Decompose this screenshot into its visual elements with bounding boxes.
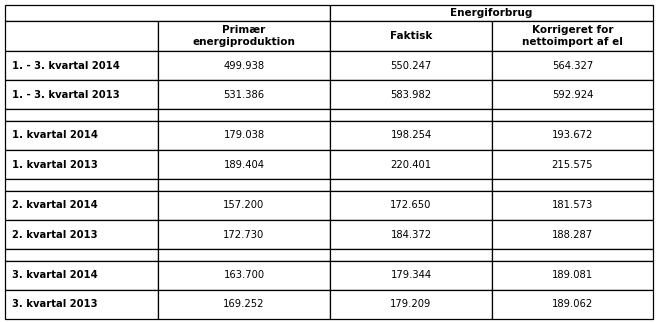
Bar: [330, 150, 492, 179]
Text: 531.386: 531.386: [224, 90, 265, 99]
Bar: [492, 220, 653, 249]
Bar: [5, 179, 158, 191]
Bar: [5, 80, 158, 109]
Text: 499.938: 499.938: [224, 61, 265, 71]
Text: 1. kvartal 2013: 1. kvartal 2013: [12, 159, 98, 170]
Bar: [5, 109, 158, 121]
Bar: [330, 109, 492, 121]
Text: 2. kvartal 2014: 2. kvartal 2014: [12, 201, 98, 211]
Text: Faktisk: Faktisk: [390, 31, 432, 41]
Text: 188.287: 188.287: [552, 230, 593, 240]
Text: 172.650: 172.650: [390, 201, 432, 211]
Text: 193.672: 193.672: [552, 130, 594, 140]
Bar: [5, 191, 158, 220]
Bar: [330, 5, 653, 21]
Text: 1. - 3. kvartal 2013: 1. - 3. kvartal 2013: [12, 90, 120, 99]
Bar: [330, 121, 492, 150]
Text: 3. kvartal 2014: 3. kvartal 2014: [12, 270, 98, 280]
Text: 169.252: 169.252: [223, 299, 265, 309]
Bar: [492, 150, 653, 179]
Text: 198.254: 198.254: [390, 130, 432, 140]
Bar: [492, 109, 653, 121]
Text: 189.404: 189.404: [224, 159, 265, 170]
Text: 157.200: 157.200: [223, 201, 265, 211]
Bar: [5, 150, 158, 179]
Text: 189.062: 189.062: [552, 299, 593, 309]
Bar: [5, 249, 158, 261]
Bar: [492, 179, 653, 191]
Text: 1. kvartal 2014: 1. kvartal 2014: [12, 130, 98, 140]
Bar: [5, 5, 330, 21]
Bar: [158, 51, 330, 80]
Bar: [330, 220, 492, 249]
Bar: [5, 220, 158, 249]
Bar: [158, 220, 330, 249]
Bar: [330, 179, 492, 191]
Bar: [5, 21, 158, 51]
Text: Primær
energiproduktion: Primær energiproduktion: [193, 25, 295, 47]
Bar: [330, 80, 492, 109]
Bar: [5, 51, 158, 80]
Bar: [5, 290, 158, 319]
Text: 184.372: 184.372: [390, 230, 432, 240]
Bar: [492, 261, 653, 290]
Bar: [492, 80, 653, 109]
Bar: [330, 191, 492, 220]
Text: 172.730: 172.730: [223, 230, 265, 240]
Bar: [492, 191, 653, 220]
Text: 179.344: 179.344: [390, 270, 432, 280]
Bar: [5, 261, 158, 290]
Text: 3. kvartal 2013: 3. kvartal 2013: [12, 299, 97, 309]
Bar: [158, 80, 330, 109]
Text: 592.924: 592.924: [552, 90, 594, 99]
Bar: [158, 179, 330, 191]
Bar: [158, 290, 330, 319]
Bar: [492, 249, 653, 261]
Text: 220.401: 220.401: [390, 159, 432, 170]
Text: 179.038: 179.038: [224, 130, 265, 140]
Bar: [330, 51, 492, 80]
Bar: [492, 290, 653, 319]
Text: Energiforbrug: Energiforbrug: [450, 8, 533, 18]
Bar: [158, 109, 330, 121]
Bar: [492, 121, 653, 150]
Bar: [330, 249, 492, 261]
Bar: [158, 21, 330, 51]
Bar: [330, 21, 492, 51]
Bar: [5, 121, 158, 150]
Bar: [158, 261, 330, 290]
Bar: [492, 51, 653, 80]
Text: 189.081: 189.081: [552, 270, 593, 280]
Bar: [330, 261, 492, 290]
Bar: [158, 249, 330, 261]
Text: 179.209: 179.209: [390, 299, 432, 309]
Text: 181.573: 181.573: [552, 201, 593, 211]
Bar: [492, 21, 653, 51]
Bar: [158, 121, 330, 150]
Text: Korrigeret for
nettoimport af el: Korrigeret for nettoimport af el: [522, 25, 623, 47]
Text: 1. - 3. kvartal 2014: 1. - 3. kvartal 2014: [12, 61, 120, 71]
Text: 564.327: 564.327: [552, 61, 593, 71]
Text: 2. kvartal 2013: 2. kvartal 2013: [12, 230, 97, 240]
Text: 550.247: 550.247: [390, 61, 432, 71]
Text: 163.700: 163.700: [224, 270, 265, 280]
Text: 215.575: 215.575: [552, 159, 594, 170]
Bar: [330, 290, 492, 319]
Bar: [158, 150, 330, 179]
Bar: [158, 191, 330, 220]
Text: 583.982: 583.982: [390, 90, 432, 99]
